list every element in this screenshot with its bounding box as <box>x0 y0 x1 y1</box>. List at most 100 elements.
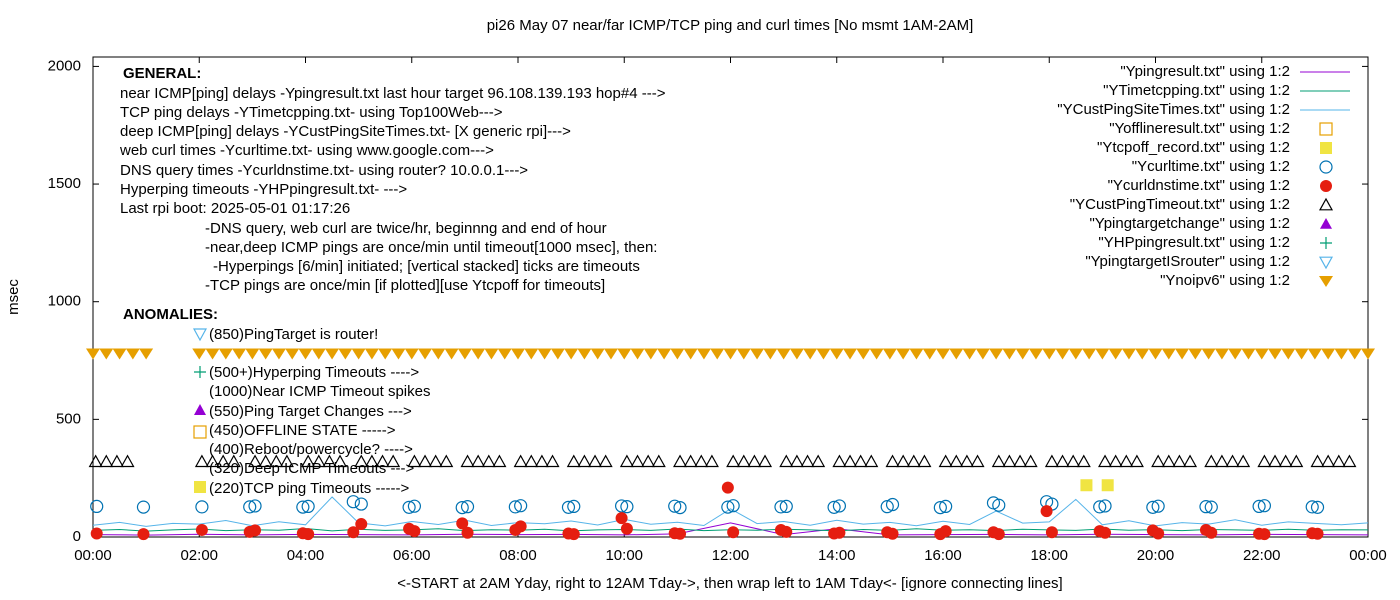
marker-triangle <box>811 454 826 468</box>
marker-triangle <box>694 454 709 468</box>
marker-triangle <box>1002 454 1017 468</box>
marker-triangle <box>779 454 794 468</box>
marker-triangle <box>673 454 688 468</box>
marker-circle <box>1099 526 1112 539</box>
annotation: (400)Reboot/powercycle? ----> <box>209 441 413 458</box>
marker-triangle-down <box>258 348 273 360</box>
legend-label: "YCustPingTimeout.txt" using 1:2 <box>1070 196 1290 213</box>
marker-triangle-down <box>418 348 433 360</box>
marker-circle <box>567 528 580 541</box>
marker-triangle-down <box>1161 348 1176 360</box>
marker-circle <box>508 500 522 514</box>
marker-circle <box>673 500 687 515</box>
marker-circle <box>195 500 209 514</box>
marker-circle <box>302 528 315 541</box>
legend: "Ypingresult.txt" using 1:2 "YTimetcpping… <box>1057 63 1350 289</box>
marker-triangle <box>279 454 294 468</box>
marker-triangle <box>513 454 528 468</box>
marker-triangle <box>1119 454 1134 468</box>
marker-triangle-down <box>404 348 419 360</box>
x-tick-label: 16:00 <box>924 547 962 564</box>
marker-triangle <box>301 454 316 468</box>
marker-triangle <box>1098 454 1113 468</box>
marker-circle <box>136 500 151 514</box>
marker-triangle <box>1268 454 1283 468</box>
marker-triangle-down <box>444 348 459 360</box>
marker-triangle-down <box>882 348 897 360</box>
marker-triangle-down <box>1015 348 1030 360</box>
marker-triangle-down <box>1028 348 1043 360</box>
marker-triangle-down <box>936 348 950 360</box>
marker-circle <box>461 526 474 539</box>
marker-circle <box>674 527 687 540</box>
marker-circle <box>354 497 368 511</box>
legend-label: "Ytcpoff_record.txt" using 1:2 <box>1097 139 1290 156</box>
marker-circle <box>615 512 628 525</box>
marker-triangle <box>407 454 422 468</box>
marker-triangle <box>258 454 273 468</box>
marker-triangle <box>959 454 974 468</box>
marker-triangle-down <box>1108 348 1123 360</box>
marker-triangle-down <box>285 348 300 360</box>
marker-circle <box>407 499 422 513</box>
x-tick-label: 20:00 <box>1137 547 1175 564</box>
marker-triangle <box>99 454 114 468</box>
marker-triangle <box>1055 454 1070 468</box>
marker-triangle-down <box>1347 348 1362 360</box>
legend-label: "Ynoipv6" using 1:2 <box>1160 272 1290 289</box>
marker-triangle <box>534 454 549 468</box>
marker-triangle <box>853 454 868 468</box>
annotation: GENERAL: <box>123 65 201 82</box>
marker-circle <box>614 499 629 513</box>
marker-triangle <box>333 454 348 468</box>
marker-triangle-down <box>457 348 472 360</box>
marker-circle <box>1305 500 1319 514</box>
marker-circle <box>721 481 734 494</box>
marker-triangle <box>1331 454 1346 468</box>
marker-triangle <box>460 454 475 468</box>
marker-triangle <box>1278 454 1293 468</box>
marker-circle <box>456 517 469 530</box>
marker-triangle-down <box>896 348 911 360</box>
marker-triangle <box>481 454 496 468</box>
marker-triangle-down <box>325 348 340 360</box>
marker-triangle-down <box>1294 348 1309 360</box>
legend-label: "YpingtargetISrouter" using 1:2 <box>1085 253 1290 270</box>
marker-triangle <box>736 454 751 468</box>
marker-triangle-down <box>670 348 685 360</box>
annotation: (1000)Near ICMP Timeout spikes <box>209 383 430 400</box>
marker-circle <box>1205 526 1218 539</box>
marker-triangle <box>1321 454 1336 468</box>
marker-circle <box>939 525 952 538</box>
marker-triangle <box>354 454 369 468</box>
marker-triangle-down <box>497 348 512 360</box>
marker-triangle <box>545 454 560 468</box>
marker-triangle-down <box>1055 348 1070 360</box>
marker-circle <box>1204 500 1218 514</box>
marker-triangle <box>1066 454 1081 468</box>
legend-label: "Ypingresult.txt" using 1:2 <box>1120 63 1290 80</box>
marker-triangle-down <box>1121 348 1136 360</box>
chart-title: pi26 May 07 near/far ICMP/TCP ping and c… <box>487 17 974 34</box>
legend-label: "YCustPingSiteTimes.txt" using 1:2 <box>1057 101 1290 118</box>
marker-circle <box>774 500 788 514</box>
marker-triangle-down <box>949 348 964 360</box>
legend-label: "Yofflineresult.txt" using 1:2 <box>1109 120 1290 137</box>
marker-triangle-down <box>205 348 220 360</box>
symbol-router <box>192 328 208 342</box>
marker-triangle <box>524 454 539 468</box>
marker-triangle-down <box>139 348 154 360</box>
marker-triangle-down <box>816 348 831 360</box>
x-tick-label: 06:00 <box>393 547 431 564</box>
y-tick-label: 1000 <box>48 293 81 310</box>
marker-triangle <box>1318 197 1334 211</box>
marker-triangle <box>226 454 241 468</box>
annotation: (500+)Hyperping Timeouts ----> <box>209 364 419 381</box>
marker-triangle-down <box>351 348 366 360</box>
marker-triangle-down <box>630 348 645 360</box>
marker-triangle-down <box>1135 348 1150 360</box>
marker-triangle-down <box>550 348 565 360</box>
marker-triangle-down <box>311 348 326 360</box>
marker-triangle <box>896 454 911 468</box>
marker-circle <box>455 500 469 515</box>
